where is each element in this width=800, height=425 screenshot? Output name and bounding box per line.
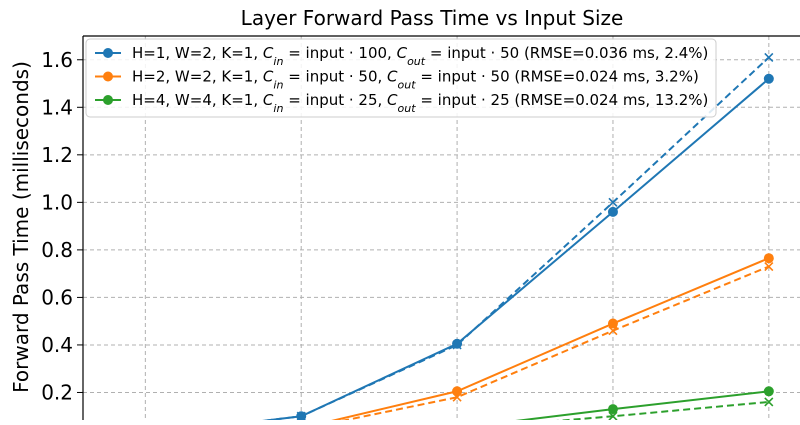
measured-point — [607, 318, 618, 329]
legend-label-part: (RMSE=0.036 ms, 2.4%) — [519, 44, 708, 62]
legend-label-part: H=4, W=4, K=1, — [132, 91, 263, 109]
y-axis-label: Forward Pass Time (milliseconds) — [9, 61, 33, 393]
measured-point — [607, 404, 618, 415]
legend-label-part: out — [398, 102, 417, 115]
predicted-point — [764, 397, 774, 407]
legend-label-part: in — [273, 102, 283, 115]
measured-point — [452, 338, 463, 349]
legend-item-3: H=4, W=4, K=1, Cin = input · 25, Cout = … — [95, 91, 708, 115]
legend-label-part: out — [398, 78, 417, 91]
series-2 — [297, 253, 774, 425]
measured-point — [607, 206, 618, 217]
legend-label-part: H=1, W=2, K=1, — [132, 44, 263, 62]
y-tick-label: 1.4 — [41, 95, 73, 119]
legend-label: H=2, W=2, K=1, Cin = input · 50, Cout = … — [132, 68, 699, 92]
legend-box — [85, 38, 717, 118]
legend-label-part: in — [273, 55, 283, 68]
legend-label: H=1, W=2, K=1, Cin = input · 100, Cout =… — [132, 44, 708, 68]
legend-label-part: = input · 50 — [425, 44, 519, 62]
measured-point — [452, 386, 463, 397]
measured-point — [763, 386, 774, 397]
legend-marker — [103, 48, 113, 58]
legend: H=1, W=2, K=1, Cin = input · 100, Cout =… — [85, 38, 717, 118]
measured-point — [763, 253, 774, 264]
legend-label-part: (RMSE=0.024 ms, 13.2%) — [510, 91, 709, 109]
legend-label-part: C — [263, 91, 274, 109]
measured-point — [763, 73, 774, 84]
legend-label-part: C — [387, 91, 398, 109]
y-tick-label: 0.6 — [41, 285, 73, 309]
legend-label: H=4, W=4, K=1, Cin = input · 25, Cout = … — [132, 91, 708, 115]
predicted-point — [608, 197, 618, 207]
y-tick-label: 1.0 — [41, 190, 73, 214]
legend-label-part: = input · 50 — [416, 68, 510, 86]
legend-label-part: = input · 50, — [283, 68, 387, 86]
legend-label-part: = input · 25 — [416, 91, 510, 109]
y-tick-label: 1.2 — [41, 143, 73, 167]
legend-label-part: = input · 100, — [283, 44, 396, 62]
predicted-line — [496, 400, 769, 425]
legend-label-part: out — [407, 55, 426, 68]
y-tick-label: 1.6 — [41, 48, 73, 72]
predicted-line — [317, 265, 770, 425]
legend-label-part: C — [387, 68, 398, 86]
predicted-point — [764, 52, 774, 62]
axes-layer: 0.2 0.4 0.6 0.8 1.0 1.2 1.4 1.6 — [41, 35, 800, 420]
legend-label-part: C — [397, 44, 408, 62]
legend-label-part: C — [263, 68, 274, 86]
predicted-point — [764, 261, 774, 272]
legend-item-2: H=2, W=2, K=1, Cin = input · 50, Cout = … — [95, 68, 699, 92]
legend-label-part: H=2, W=2, K=1, — [132, 68, 263, 86]
legend-label-part: (RMSE=0.024 ms, 3.2%) — [510, 68, 699, 86]
chart-title: Layer Forward Pass Time vs Input Size — [241, 6, 624, 30]
legend-marker — [103, 95, 113, 105]
predicted-point — [608, 326, 618, 336]
legend-label-part: in — [273, 78, 283, 91]
y-tick-label: 0.2 — [41, 380, 73, 404]
measured-point — [296, 411, 307, 422]
measured-line — [474, 390, 769, 425]
y-tick-label: 0.8 — [41, 238, 73, 262]
y-tick-label: 0.4 — [41, 333, 73, 357]
legend-item-1: H=1, W=2, K=1, Cin = input · 100, Cout =… — [95, 44, 708, 68]
legend-marker — [103, 71, 113, 82]
legend-label-part: C — [263, 44, 274, 62]
legend-label-part: = input · 25, — [283, 91, 387, 109]
predicted-point — [608, 411, 618, 421]
